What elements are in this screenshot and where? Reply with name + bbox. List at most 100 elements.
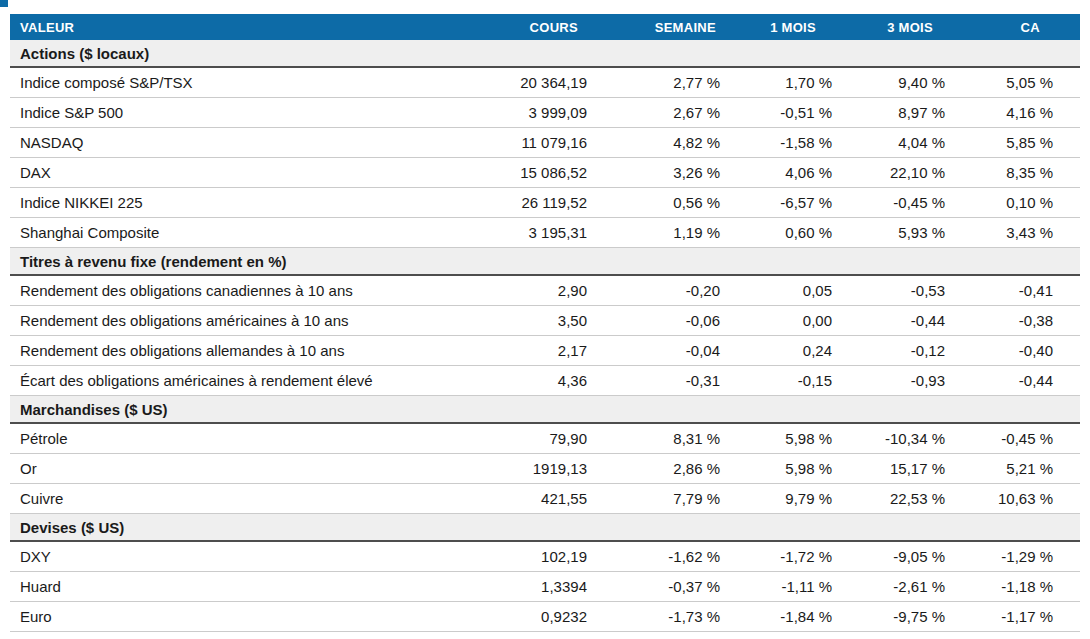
table-row: Huard1,3394-0,37 %-1,11 %-2,61 %-1,18 % [10,572,1080,602]
cours-value: 15 086,52 [488,158,587,188]
column-header-ca: CA [945,14,1080,40]
pct-1mois: -1,11 % [720,572,832,602]
pct-3mois: -0,45 % [832,188,945,218]
cours-value: 0,9232 [488,602,587,632]
section-title: Actions ($ locaux) [10,40,1080,67]
section-title: Marchandises ($ US) [10,396,1080,424]
pct-ca: -1,17 % [945,602,1080,632]
cours-value: 26 119,52 [488,188,587,218]
market-summary-table: VALEUR COURS SEMAINE 1 MOIS 3 MOIS CA Ac… [10,14,1080,639]
row-label: Or [10,454,488,484]
pct-ca: 3,43 % [945,218,1080,248]
pct-ca: 0,10 % [945,188,1080,218]
pct-1mois: 0,60 % [720,218,832,248]
pct-ca: -2,47 % [945,632,1080,639]
table-row: Pétrole79,908,31 %5,98 %-10,34 %-0,45 % [10,423,1080,454]
cours-value: 102,19 [488,541,587,572]
pct-3mois: -13,08 % [832,632,945,639]
pct-semaine: -1,73 % [587,602,720,632]
pct-3mois: -0,44 [832,306,945,336]
section-header-row: Marchandises ($ US) [10,396,1080,424]
pct-1mois: 5,98 % [720,454,832,484]
pct-3mois: 22,10 % [832,158,945,188]
pct-semaine: 2,86 % [587,454,720,484]
cours-value: 3 999,09 [488,98,587,128]
pct-ca: 5,21 % [945,454,1080,484]
table-row: Or1919,132,86 %5,98 %15,17 %5,21 % [10,454,1080,484]
pct-semaine: -0,04 [587,336,720,366]
table-row: Cuivre421,557,79 %9,79 %22,53 %10,63 % [10,484,1080,514]
pct-1mois: -0,51 % [720,98,832,128]
pct-semaine: 2,77 % [587,67,720,98]
pct-1mois: -1,58 % [720,128,832,158]
pct-3mois: -0,12 [832,336,945,366]
pct-3mois: -9,75 % [832,602,945,632]
section-header-row: Actions ($ locaux) [10,40,1080,67]
row-label: Rendement des obligations allemandes à 1… [10,336,488,366]
pct-semaine: -0,06 [587,306,720,336]
pct-1mois: -1,84 % [720,602,832,632]
pct-1mois: -5,69 % [720,632,832,639]
pct-1mois: 0,00 [720,306,832,336]
table-row: Rendement des obligations allemandes à 1… [10,336,1080,366]
pct-1mois: 9,79 % [720,484,832,514]
table-row: Shanghai Composite3 195,311,19 %0,60 %5,… [10,218,1080,248]
column-header-semaine: SEMAINE [587,14,720,40]
row-label: Pétrole [10,423,488,454]
cours-value: 11 079,16 [488,128,587,158]
row-label: Rendement des obligations canadiennes à … [10,275,488,306]
pct-ca: 4,16 % [945,98,1080,128]
pct-semaine: -0,20 [587,275,720,306]
cours-value: 127,88 [488,632,587,639]
column-header-valeur: VALEUR [10,14,488,40]
pct-semaine: 7,79 % [587,484,720,514]
table-row: DXY102,19-1,62 %-1,72 %-9,05 %-1,29 % [10,541,1080,572]
pct-3mois: -10,34 % [832,423,945,454]
cours-value: 4,36 [488,366,587,396]
row-label: Indice S&P 500 [10,98,488,128]
pct-3mois: 8,97 % [832,98,945,128]
pct-3mois: -0,93 [832,366,945,396]
market-table-body: Actions ($ locaux)Indice composé S&P/TSX… [10,40,1080,639]
pct-ca: 5,85 % [945,128,1080,158]
row-label: Écart des obligations américaines à rend… [10,366,488,396]
row-label: Yen [10,632,488,639]
table-header-row: VALEUR COURS SEMAINE 1 MOIS 3 MOIS CA [10,14,1080,40]
pct-semaine: 1,19 % [587,218,720,248]
pct-semaine: -3,18 % [587,632,720,639]
table-row: Rendement des obligations américaines à … [10,306,1080,336]
pct-3mois: -0,53 [832,275,945,306]
table-row: Indice composé S&P/TSX20 364,192,77 %1,7… [10,67,1080,98]
pct-ca: 5,05 % [945,67,1080,98]
cours-value: 79,90 [488,423,587,454]
section-title: Devises ($ US) [10,514,1080,542]
pct-ca: 10,63 % [945,484,1080,514]
pct-ca: -0,45 % [945,423,1080,454]
section-title: Titres à revenu fixe (rendement en %) [10,248,1080,276]
pct-1mois: 5,98 % [720,423,832,454]
pct-1mois: 0,05 [720,275,832,306]
pct-semaine: -0,31 [587,366,720,396]
pct-3mois: 22,53 % [832,484,945,514]
row-label: Euro [10,602,488,632]
pct-semaine: 3,26 % [587,158,720,188]
pct-ca: -0,41 [945,275,1080,306]
cropped-ui-fragment [0,0,8,7]
section-header-row: Devises ($ US) [10,514,1080,542]
pct-ca: -0,38 [945,306,1080,336]
pct-1mois: -0,15 [720,366,832,396]
pct-1mois: 0,24 [720,336,832,366]
market-summary-page: VALEUR COURS SEMAINE 1 MOIS 3 MOIS CA Ac… [0,0,1090,639]
pct-semaine: 4,82 % [587,128,720,158]
row-label: DAX [10,158,488,188]
row-label: Rendement des obligations américaines à … [10,306,488,336]
pct-ca: -0,44 [945,366,1080,396]
pct-semaine: 2,67 % [587,98,720,128]
pct-1mois: -1,72 % [720,541,832,572]
cours-value: 1919,13 [488,454,587,484]
cours-value: 3 195,31 [488,218,587,248]
pct-3mois: 15,17 % [832,454,945,484]
pct-ca: 8,35 % [945,158,1080,188]
row-label: NASDAQ [10,128,488,158]
cours-value: 2,90 [488,275,587,306]
